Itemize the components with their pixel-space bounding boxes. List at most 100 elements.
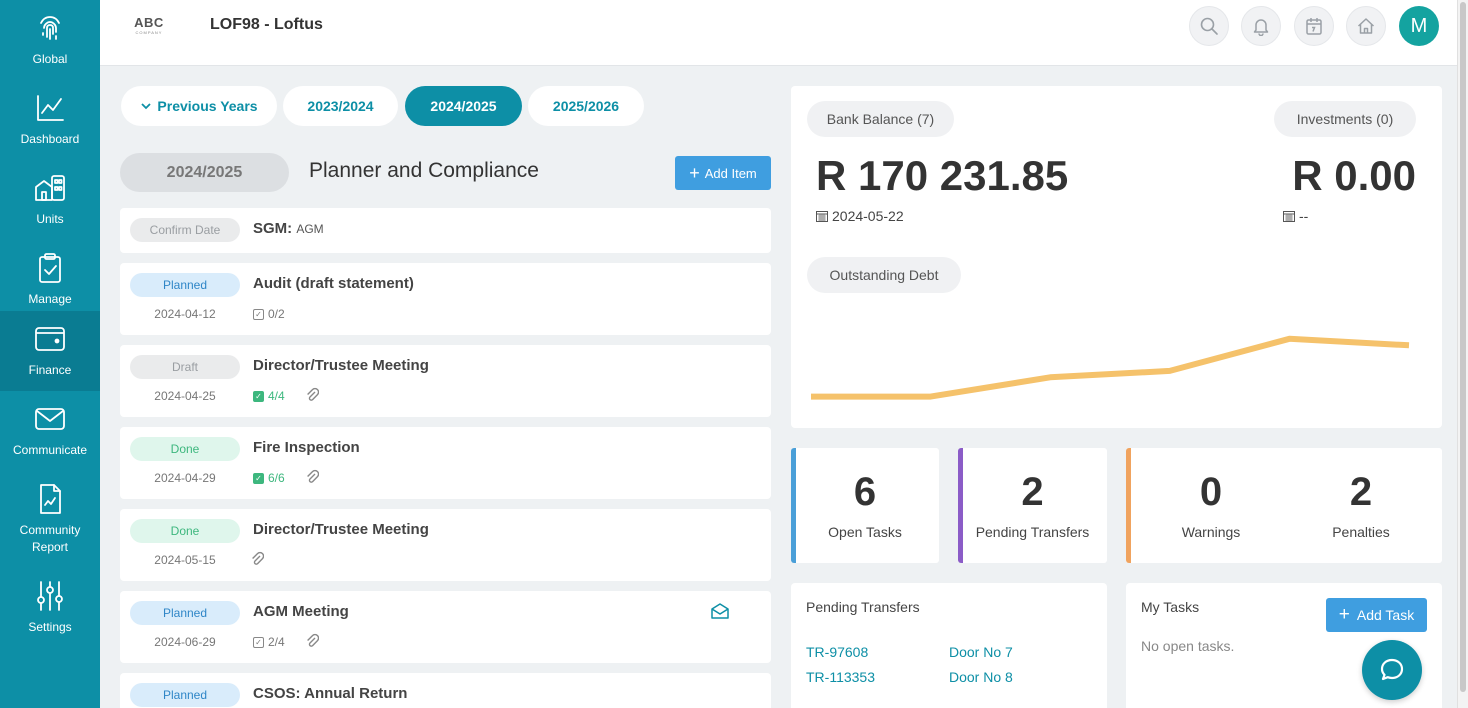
my-tasks-title: My Tasks	[1141, 599, 1200, 615]
user-avatar[interactable]: M	[1399, 6, 1439, 46]
planner-item-title: SGM: AGM	[253, 220, 324, 237]
tab-2023-2024[interactable]: 2023/2024	[283, 86, 398, 126]
sidebar-item-dashboard[interactable]: Dashboard	[0, 80, 100, 160]
no-tasks-message: No open tasks.	[1141, 638, 1235, 654]
search-icon	[1200, 17, 1218, 35]
sidebar-label: Dashboard	[20, 132, 80, 146]
planner-item-title: CSOS: Annual Return	[253, 685, 408, 702]
planner-year-pill: 2024/2025	[120, 153, 289, 192]
stat-label: Penalties	[1332, 524, 1390, 540]
transfer-ref-link[interactable]: TR-97608	[806, 644, 869, 660]
sidebar-item-finance[interactable]: Finance	[0, 311, 100, 391]
investments-date-text: --	[1299, 208, 1309, 224]
calendar-icon	[816, 211, 828, 222]
stat-accent-bar	[958, 448, 963, 563]
transfer-unit-link[interactable]: Door No 8	[949, 669, 1013, 685]
calendar-button[interactable]	[1294, 6, 1334, 46]
item-subtitle: AGM	[296, 222, 324, 236]
stat-value: 2	[1349, 470, 1373, 514]
planner-item[interactable]: Planned AGM Meeting 2024-06-29 ✓ 2/4	[120, 591, 771, 663]
add-task-button[interactable]: + Add Task	[1326, 598, 1427, 632]
checklist-count: ✓ 0/2	[253, 307, 285, 321]
planner-item-title: Fire Inspection	[253, 439, 360, 456]
tab-label: Previous Years	[157, 98, 258, 114]
chevron-down-icon	[141, 103, 152, 110]
logo-subtext: COMPANY	[135, 30, 163, 35]
sidebar-label: Community Report	[19, 523, 81, 554]
calendar-icon	[1306, 18, 1322, 35]
add-task-label: Add Task	[1356, 607, 1415, 623]
planner-item-title: AGM Meeting	[253, 603, 349, 620]
calendar-icon	[1283, 211, 1295, 222]
pending-transfers-title: Pending Transfers	[806, 599, 920, 615]
sidebar-item-units[interactable]: Units	[0, 160, 100, 240]
tab-label: 2023/2024	[307, 98, 374, 114]
outstanding-debt-pill[interactable]: Outstanding Debt	[807, 257, 961, 293]
bank-balance-pill[interactable]: Bank Balance (7)	[807, 101, 954, 137]
paperclip-icon[interactable]	[305, 469, 319, 485]
sidebar-item-global[interactable]: Global	[0, 0, 100, 80]
planner-item[interactable]: Done Fire Inspection 2024-04-29 ✓ 6/6	[120, 427, 771, 499]
transfer-ref-link[interactable]: TR-113353	[806, 669, 876, 685]
company-logo: ABC COMPANY	[132, 16, 166, 36]
investments-pill[interactable]: Investments (0)	[1274, 101, 1416, 137]
paperclip-icon[interactable]	[305, 387, 319, 403]
stat-label: Pending Transfers	[975, 524, 1090, 540]
home-button[interactable]	[1346, 6, 1386, 46]
planner-item[interactable]: Confirm Date SGM: AGM	[120, 208, 771, 253]
paperclip-icon[interactable]	[250, 551, 264, 567]
checklist-value: 2/4	[268, 635, 285, 649]
chat-bubble-icon	[1380, 658, 1404, 681]
warnings-stat[interactable]: 0 Warnings	[1126, 448, 1296, 563]
paperclip-icon[interactable]	[305, 633, 319, 649]
planner-item[interactable]: Planned Audit (draft statement) 2024-04-…	[120, 263, 771, 335]
sidebar-label: Finance	[28, 363, 72, 377]
transfer-unit-link[interactable]: Door No 7	[949, 644, 1013, 660]
sidebar-item-communicate[interactable]: Communicate	[0, 391, 100, 471]
status-badge: Draft	[130, 355, 240, 379]
checkbox-icon: ✓	[253, 636, 264, 648]
pending-transfers-card[interactable]: 2 Pending Transfers	[958, 448, 1107, 563]
page-title: LOF98 - Loftus	[210, 16, 323, 33]
planner-item-date: 2024-04-29	[154, 471, 216, 485]
stat-label: Open Tasks	[828, 524, 902, 540]
sidebar-item-settings[interactable]: Settings	[0, 568, 100, 648]
planner-item[interactable]: Done Director/Trustee Meeting 2024-05-15	[120, 509, 771, 581]
chat-support-button[interactable]	[1362, 640, 1422, 700]
add-item-button[interactable]: + Add Item	[675, 156, 771, 190]
status-badge: Confirm Date	[130, 218, 240, 242]
open-tasks-card[interactable]: 6 Open Tasks	[791, 448, 939, 563]
sidebar-item-manage[interactable]: Manage	[0, 240, 100, 320]
stat-value: 2	[1021, 470, 1044, 514]
warnings-penalties-card: 0 Warnings 2 Penalties	[1126, 448, 1442, 563]
scrollbar-thumb[interactable]	[1460, 2, 1466, 692]
planner-item-date: 2024-04-25	[154, 389, 216, 403]
notifications-button[interactable]	[1241, 6, 1281, 46]
penalties-stat[interactable]: 2 Penalties	[1296, 448, 1426, 563]
tab-label: 2025/2026	[552, 98, 620, 114]
debt-series-line	[811, 335, 1410, 400]
plus-icon: +	[1338, 604, 1350, 625]
planner-item-date: 2024-05-15	[154, 553, 216, 567]
checklist-count: ✓ 4/4	[253, 389, 285, 403]
investments-amount: R 0.00	[1292, 152, 1416, 199]
tab-2024-2025[interactable]: 2024/2025	[405, 86, 522, 126]
tab-2025-2026[interactable]: 2025/2026	[528, 86, 644, 126]
search-button[interactable]	[1189, 6, 1229, 46]
top-header: ABC COMPANY LOF98 - Loftus M	[100, 0, 1468, 66]
page-scrollbar[interactable]	[1457, 0, 1468, 708]
sidebar-label: Settings	[28, 620, 72, 634]
outstanding-debt-chart	[811, 335, 1410, 400]
tab-previous-years[interactable]: Previous Years	[121, 86, 277, 126]
plus-icon: +	[689, 163, 700, 183]
planner-item[interactable]: Planned CSOS: Annual Return	[120, 673, 771, 708]
sidebar-item-community-report[interactable]: Community Report	[0, 471, 100, 568]
checkbox-icon: ✓	[253, 390, 264, 402]
item-title-text: SGM:	[253, 220, 293, 237]
finance-summary-panel: Bank Balance (7) Investments (0) R 170 2…	[791, 86, 1442, 428]
checklist-value: 6/6	[268, 471, 285, 485]
envelope-open-icon[interactable]	[710, 602, 730, 620]
sidebar: Global Dashboard Units Manage	[0, 0, 100, 708]
planner-item[interactable]: Draft Director/Trustee Meeting 2024-04-2…	[120, 345, 771, 417]
stat-accent-bar	[791, 448, 796, 563]
